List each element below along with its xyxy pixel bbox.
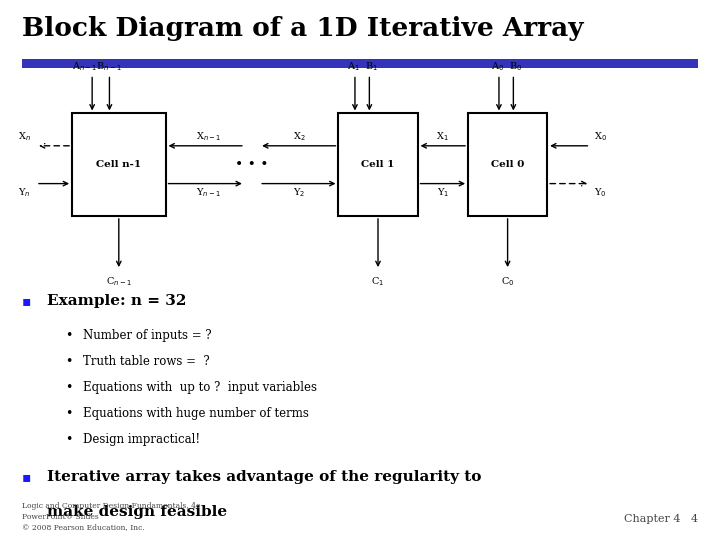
Text: Truth table rows =  ?: Truth table rows = ?: [83, 355, 210, 368]
Text: Y$_{n-1}$: Y$_{n-1}$: [197, 186, 221, 199]
Text: Example: n = 32: Example: n = 32: [47, 294, 186, 308]
Text: Y$_n$: Y$_n$: [18, 186, 30, 199]
Text: •: •: [65, 407, 72, 420]
Text: Logic and Computer Design Fundamentals, 4e
PowerPoint® Slides
© 2008 Pearson Edu: Logic and Computer Design Fundamentals, …: [22, 502, 200, 531]
Text: make design feasible: make design feasible: [47, 505, 227, 519]
Text: Design impractical!: Design impractical!: [83, 433, 200, 446]
Text: X$_{n-1}$: X$_{n-1}$: [196, 130, 222, 143]
Text: Cell n-1: Cell n-1: [96, 160, 141, 169]
Text: ▪: ▪: [22, 470, 31, 484]
Text: X$_1$: X$_1$: [436, 130, 449, 143]
Text: •: •: [65, 433, 72, 446]
Text: Chapter 4   4: Chapter 4 4: [624, 514, 698, 524]
Text: •: •: [65, 355, 72, 368]
Text: •: •: [65, 329, 72, 342]
Text: Cell 0: Cell 0: [491, 160, 524, 169]
Bar: [468, 113, 547, 216]
Text: •: •: [65, 381, 72, 394]
Text: C$_{n-1}$: C$_{n-1}$: [106, 275, 132, 288]
Text: Block Diagram of a 1D Iterative Array: Block Diagram of a 1D Iterative Array: [22, 16, 583, 41]
Text: Iterative array takes advantage of the regularity to: Iterative array takes advantage of the r…: [47, 470, 481, 484]
Text: Y$_2$: Y$_2$: [293, 186, 305, 199]
Bar: [22, 59, 698, 68]
Text: Y$_0$: Y$_0$: [594, 186, 606, 199]
Text: Equations with  up to ?  input variables: Equations with up to ? input variables: [83, 381, 317, 394]
Text: C$_1$: C$_1$: [372, 275, 384, 288]
Text: Number of inputs = ?: Number of inputs = ?: [83, 329, 212, 342]
Text: X$_2$: X$_2$: [292, 130, 305, 143]
Text: X$_0$: X$_0$: [594, 130, 607, 143]
Text: Y$_1$: Y$_1$: [436, 186, 449, 199]
Text: A$_{n-1}$B$_{n-1}$: A$_{n-1}$B$_{n-1}$: [72, 60, 122, 73]
Text: X$_n$: X$_n$: [18, 130, 31, 143]
Text: A$_1$  B$_1$: A$_1$ B$_1$: [347, 60, 377, 73]
Text: ▪: ▪: [22, 294, 31, 308]
Text: C$_0$: C$_0$: [501, 275, 514, 288]
Bar: [72, 113, 166, 216]
Bar: [338, 113, 418, 216]
Text: Equations with huge number of terms: Equations with huge number of terms: [83, 407, 309, 420]
Text: • • •: • • •: [235, 158, 269, 172]
Text: Cell 1: Cell 1: [361, 160, 395, 169]
Text: A$_0$  B$_0$: A$_0$ B$_0$: [490, 60, 522, 73]
